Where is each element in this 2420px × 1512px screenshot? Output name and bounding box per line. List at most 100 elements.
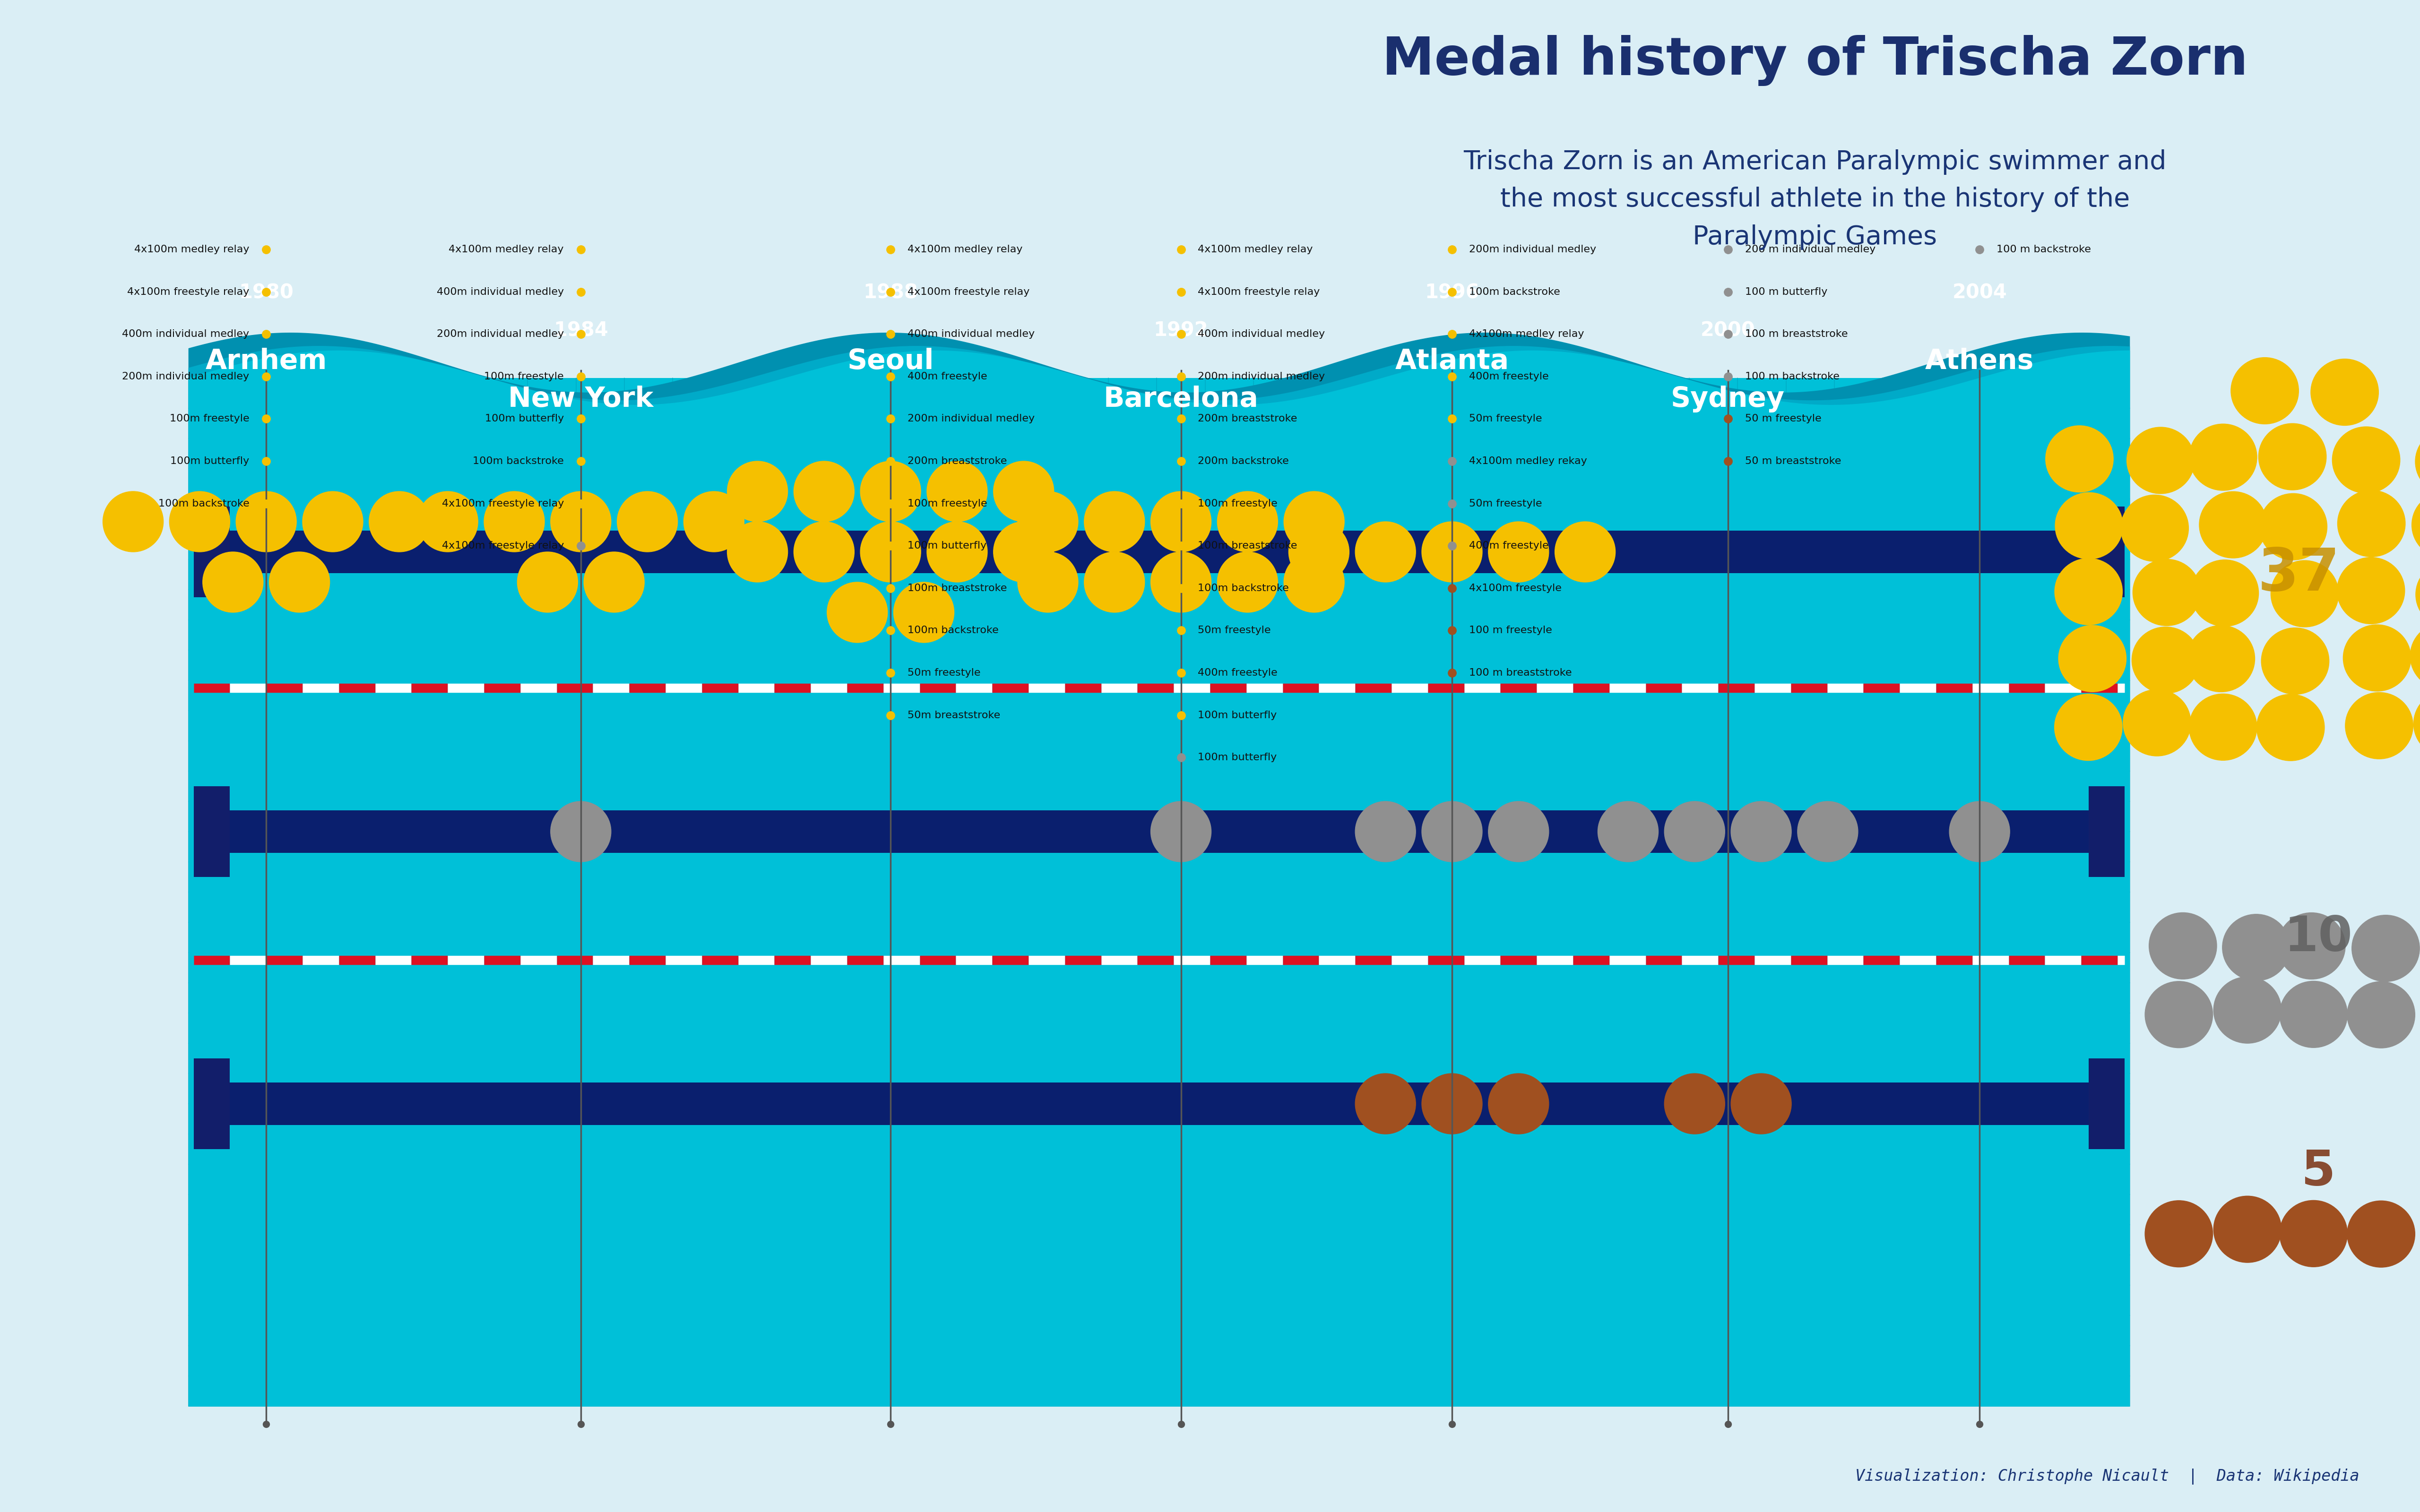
Ellipse shape: [416, 491, 479, 552]
Text: 100 m butterfly: 100 m butterfly: [1745, 287, 1827, 296]
Ellipse shape: [552, 491, 610, 552]
Ellipse shape: [1798, 801, 1859, 862]
Ellipse shape: [2231, 357, 2299, 423]
Ellipse shape: [1152, 552, 1212, 612]
Text: 400m individual medley: 400m individual medley: [908, 330, 1036, 339]
Ellipse shape: [1217, 491, 1278, 552]
Ellipse shape: [2311, 358, 2379, 425]
Text: 400m individual medley: 400m individual medley: [1198, 330, 1326, 339]
Text: 200m individual medley: 200m individual medley: [908, 414, 1036, 423]
Ellipse shape: [1665, 1074, 1725, 1134]
Ellipse shape: [2055, 493, 2122, 559]
Bar: [2088, 786, 2125, 877]
Ellipse shape: [2059, 626, 2127, 692]
Text: 400m individual medley: 400m individual medley: [436, 287, 564, 296]
Ellipse shape: [583, 552, 644, 612]
Text: 100m backstroke: 100m backstroke: [1198, 584, 1290, 593]
Ellipse shape: [2144, 1201, 2212, 1267]
Ellipse shape: [2045, 426, 2113, 493]
Text: 4x100m medley relay: 4x100m medley relay: [1198, 245, 1314, 254]
Ellipse shape: [269, 552, 329, 612]
Text: 50m breaststroke: 50m breaststroke: [908, 711, 999, 720]
Ellipse shape: [2214, 1196, 2282, 1263]
Ellipse shape: [2343, 624, 2410, 691]
Ellipse shape: [2270, 561, 2338, 627]
Polygon shape: [189, 333, 2130, 1406]
Ellipse shape: [1285, 491, 1346, 552]
Ellipse shape: [1285, 552, 1346, 612]
Ellipse shape: [1019, 491, 1079, 552]
Ellipse shape: [2415, 428, 2420, 494]
Ellipse shape: [828, 582, 888, 643]
Text: 200 m individual medley: 200 m individual medley: [1745, 245, 1876, 254]
Ellipse shape: [518, 552, 578, 612]
Ellipse shape: [2127, 428, 2195, 494]
Text: 50 m freestyle: 50 m freestyle: [1745, 414, 1822, 423]
Ellipse shape: [1730, 1074, 1791, 1134]
Ellipse shape: [2410, 623, 2420, 689]
Text: 100m freestyle: 100m freestyle: [169, 414, 249, 423]
Text: 100m breaststroke: 100m breaststroke: [908, 584, 1007, 593]
Text: 100m backstroke: 100m backstroke: [157, 499, 249, 508]
Bar: [194, 1083, 2125, 1125]
Ellipse shape: [1488, 801, 1549, 862]
Ellipse shape: [1152, 491, 1212, 552]
Ellipse shape: [617, 491, 678, 552]
Text: 100 m freestyle: 100 m freestyle: [1469, 626, 1551, 635]
Text: 4x100m medley relay: 4x100m medley relay: [908, 245, 1024, 254]
Text: 1984: 1984: [554, 321, 607, 340]
Ellipse shape: [2345, 692, 2413, 759]
Text: 100 m backstroke: 100 m backstroke: [1996, 245, 2091, 254]
Ellipse shape: [2132, 627, 2200, 694]
Text: 100 m breaststroke: 100 m breaststroke: [1469, 668, 1571, 677]
Text: 50m freestyle: 50m freestyle: [1469, 499, 1542, 508]
Ellipse shape: [2144, 981, 2212, 1048]
Text: 4x100m freestyle relay: 4x100m freestyle relay: [443, 499, 564, 508]
Polygon shape: [189, 351, 2130, 1406]
Text: 400m individual medley: 400m individual medley: [121, 330, 249, 339]
Text: Seoul: Seoul: [847, 348, 934, 375]
Ellipse shape: [2122, 689, 2190, 756]
Ellipse shape: [2413, 491, 2420, 558]
Ellipse shape: [726, 461, 789, 522]
Text: 4x100m medley rekay: 4x100m medley rekay: [1469, 457, 1588, 466]
Text: 1988: 1988: [864, 283, 917, 302]
Ellipse shape: [2190, 423, 2258, 490]
Ellipse shape: [2415, 561, 2420, 627]
Bar: [194, 810, 2125, 853]
Text: 100 m breaststroke: 100 m breaststroke: [1745, 330, 1846, 339]
Text: 100m backstroke: 100m backstroke: [1469, 287, 1561, 296]
Ellipse shape: [2149, 913, 2217, 980]
Text: Atlanta: Atlanta: [1394, 348, 1510, 375]
Text: 4x100m freestyle relay: 4x100m freestyle relay: [443, 541, 564, 550]
Text: 1980: 1980: [240, 283, 293, 302]
Text: Barcelona: Barcelona: [1104, 386, 1258, 413]
Text: 1992: 1992: [1154, 321, 1208, 340]
Ellipse shape: [927, 522, 987, 582]
Ellipse shape: [726, 522, 789, 582]
Text: 200m breaststroke: 200m breaststroke: [1198, 414, 1297, 423]
Ellipse shape: [2055, 558, 2122, 624]
Ellipse shape: [794, 522, 854, 582]
Ellipse shape: [2333, 426, 2401, 493]
Text: New York: New York: [508, 386, 653, 413]
Text: 100 m backstroke: 100 m backstroke: [1745, 372, 1839, 381]
Ellipse shape: [2258, 423, 2326, 490]
Bar: [194, 507, 230, 597]
Ellipse shape: [1355, 1074, 1416, 1134]
Polygon shape: [189, 346, 2130, 1406]
Text: Athens: Athens: [1926, 348, 2033, 375]
Text: Arnhem: Arnhem: [206, 348, 327, 375]
Text: 50m freestyle: 50m freestyle: [1469, 414, 1542, 423]
Ellipse shape: [2280, 981, 2347, 1048]
Ellipse shape: [862, 461, 920, 522]
Text: 200m breaststroke: 200m breaststroke: [908, 457, 1007, 466]
Ellipse shape: [302, 491, 363, 552]
Text: 200m backstroke: 200m backstroke: [1198, 457, 1290, 466]
Ellipse shape: [2055, 694, 2122, 761]
Ellipse shape: [2347, 981, 2415, 1048]
Bar: [194, 786, 230, 877]
Ellipse shape: [2120, 494, 2188, 561]
Ellipse shape: [2347, 1201, 2415, 1267]
Ellipse shape: [1488, 1074, 1549, 1134]
